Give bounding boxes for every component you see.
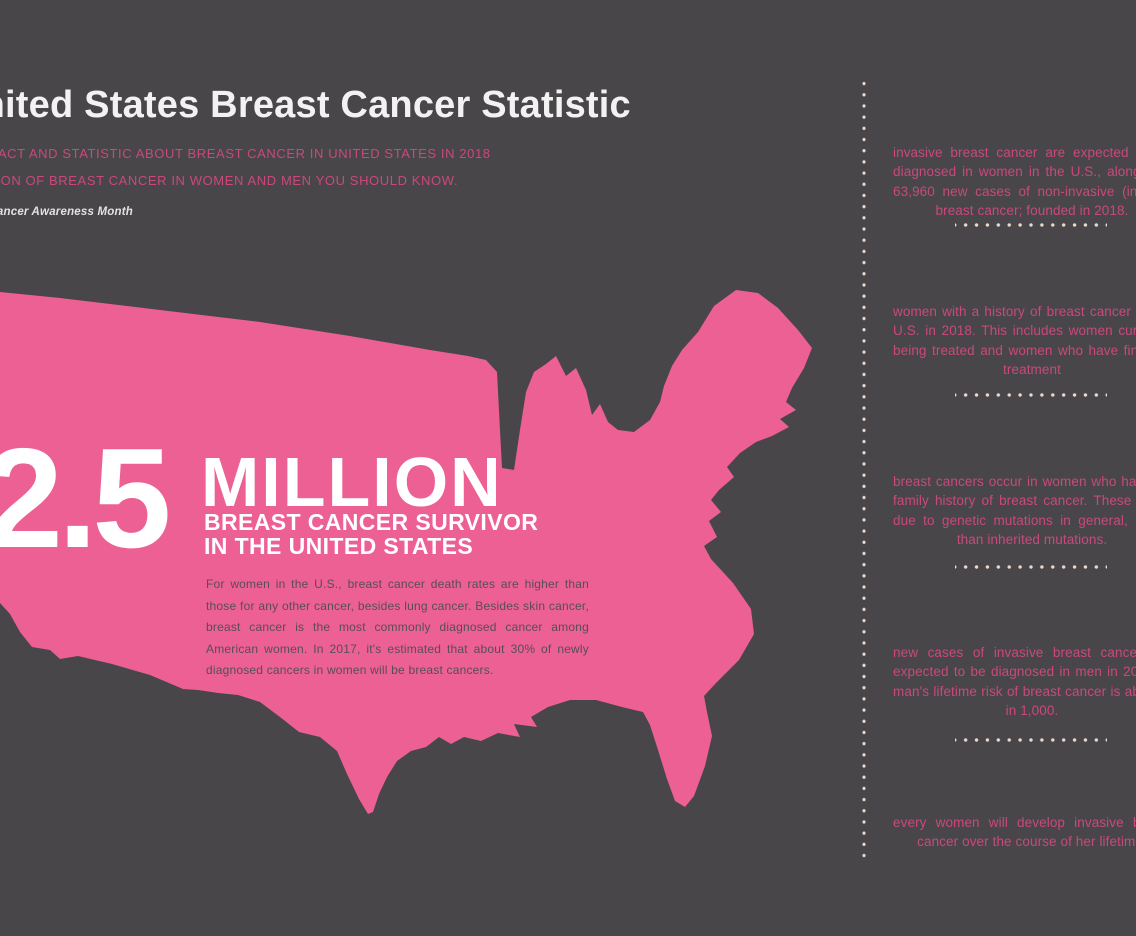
stat-one-in-eight-heading: 1 in 8 ABOUT 12.4% <box>893 766 1136 810</box>
subtitle-line-1: FACT AND STATISTIC ABOUT BREAST CANCER I… <box>0 146 491 161</box>
page-title: United States Breast Cancer Statistic <box>0 84 631 126</box>
stat-percent-heading: 85 % <box>893 424 1136 472</box>
dotted-separator <box>955 222 1107 228</box>
hero-unit: MILLION <box>201 443 503 521</box>
hero-value: 2.5 <box>0 419 171 578</box>
subtitle-line-2: CONDITION OF BREAST CANCER IN WOMEN AND … <box>0 173 459 188</box>
vertical-dotted-divider <box>861 78 867 858</box>
hero-caption-line-1: BREAST CANCER SURVIVOR <box>204 509 539 535</box>
stat-men-description: new cases of invasive breast cancer are … <box>893 645 1136 718</box>
dotted-separator <box>955 392 1107 398</box>
stat-survivors-description: women with a history of breast cancer in… <box>893 304 1136 377</box>
awareness-month-tagline: Breast Cancer Awareness Month <box>0 206 133 218</box>
stat-percent-description: breast cancers occur in women who have n… <box>893 474 1136 547</box>
stat-men-heading: 2,550 CASES IN MEN <box>893 596 1136 642</box>
dotted-separator <box>955 564 1107 570</box>
stat-survivors-heading: 3.1 MILLION <box>893 255 1136 301</box>
stat-one-in-eight-description: every women will develop invasive breast… <box>893 815 1136 850</box>
hero-caption-line-2: IN THE UNITED STATES <box>204 533 474 559</box>
hero-paragraph: For women in the U.S., breast cancer dea… <box>206 577 589 678</box>
stat-new-cases-description: invasive breast cancer are expected to b… <box>893 145 1136 218</box>
stat-new-cases-heading: 266,120 NEW CASES <box>893 86 1136 126</box>
dotted-separator <box>955 737 1107 743</box>
